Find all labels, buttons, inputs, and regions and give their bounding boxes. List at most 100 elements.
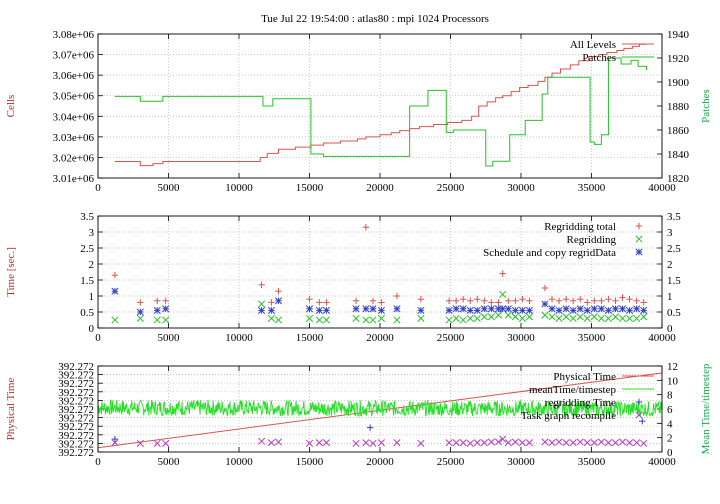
y2-tick-label: 3.5 [667,211,681,223]
data-point [258,300,266,308]
y2-tick-label: 2 [667,259,673,271]
data-point [362,224,370,231]
y2-tick-label: 0.5 [667,307,681,319]
y2-tick-label: 1820 [667,173,690,185]
data-point [618,438,627,446]
x-tick-label: 35000 [578,182,606,194]
data-point [352,314,360,322]
data-point [417,296,425,303]
data-point [640,439,648,447]
y-tick-label: 3.05e+06 [53,91,95,103]
data-point [640,306,648,314]
plot-frame [97,33,663,179]
data-point [111,316,119,324]
y-tick-label: 392.272 [58,413,94,425]
data-point [369,316,377,324]
data-point [481,297,488,304]
data-point [576,305,584,313]
data-point [562,296,570,303]
data-point [577,296,584,303]
legend-label: Regridding [567,234,617,246]
data-point [611,305,620,313]
data-point [480,305,488,313]
y-tick-label: 392.272 [58,438,94,450]
x-tick-label: 10000 [225,182,253,194]
y2-axis-title: Mean Time/timestep [700,363,712,454]
data-point [590,305,598,313]
x-tick-label: 15000 [296,456,324,468]
y-tick-label: 1 [89,291,95,303]
data-point [162,305,170,313]
data-point [569,306,577,314]
x-tick-label: 35000 [578,456,606,468]
data-point [555,438,563,446]
data-point [153,439,161,447]
data-point [480,313,488,321]
data-point [633,314,641,322]
data-point [306,296,313,303]
data-point [417,439,425,447]
data-point [305,305,314,313]
data-point [583,314,591,322]
legend-label: Patches [582,52,616,64]
y-tick-label: 0 [89,323,95,335]
y-tick-label: 3.04e+06 [53,111,95,123]
x-tick-label: 30000 [507,182,535,194]
data-point [604,306,612,314]
y-tick-label: 392.272 [58,395,94,407]
data-point [258,281,265,288]
data-point [480,439,488,447]
legend-swatch [635,411,643,419]
data-point [584,299,591,306]
data-point [352,297,360,304]
legend-label: meanTime/timestep [529,384,616,396]
plot-frame [97,215,663,329]
data-point [154,297,161,304]
data-point [583,439,591,447]
data-point [153,316,161,324]
data-point [597,438,605,446]
legend-swatch [635,235,643,243]
data-point [583,306,591,314]
data-point [466,314,474,322]
data-point [258,437,266,445]
data-point [136,308,144,316]
data-point [525,306,534,314]
data-point [611,313,620,321]
data-point [136,314,144,322]
data-point [111,272,119,279]
data-point [467,297,474,304]
y-tick-label: 3.02e+06 [53,152,95,164]
data-point [499,290,507,298]
series-line [114,43,647,167]
data-point [315,316,323,324]
data-point [541,284,549,292]
data-point [548,439,556,447]
data-point [267,314,275,322]
data-point [487,313,495,321]
data-point [611,439,620,447]
data-point [633,297,640,304]
y2-tick-label: 1 [667,291,673,303]
y-tick-label: 392.272 [58,421,94,433]
y-tick-label: 392.272 [58,361,94,373]
data-point [494,438,502,446]
data-point [555,297,563,304]
data-point [274,297,283,305]
data-point [162,439,170,447]
data-point [511,313,519,321]
y2-tick-label: 1860 [667,125,690,137]
data-point [618,314,627,322]
y-tick-label: 3.06e+06 [53,70,95,82]
data-point [526,297,533,304]
y2-tick-label: 1900 [667,77,690,89]
data-point [452,305,460,313]
data-point [555,306,563,314]
y2-axis-title: Patches [700,89,712,123]
data-point [459,305,467,313]
data-point [499,305,507,313]
y2-tick-label: 3 [667,227,673,239]
data-point [505,297,512,304]
y2-tick-label: 1880 [667,101,690,113]
data-point [323,299,330,306]
